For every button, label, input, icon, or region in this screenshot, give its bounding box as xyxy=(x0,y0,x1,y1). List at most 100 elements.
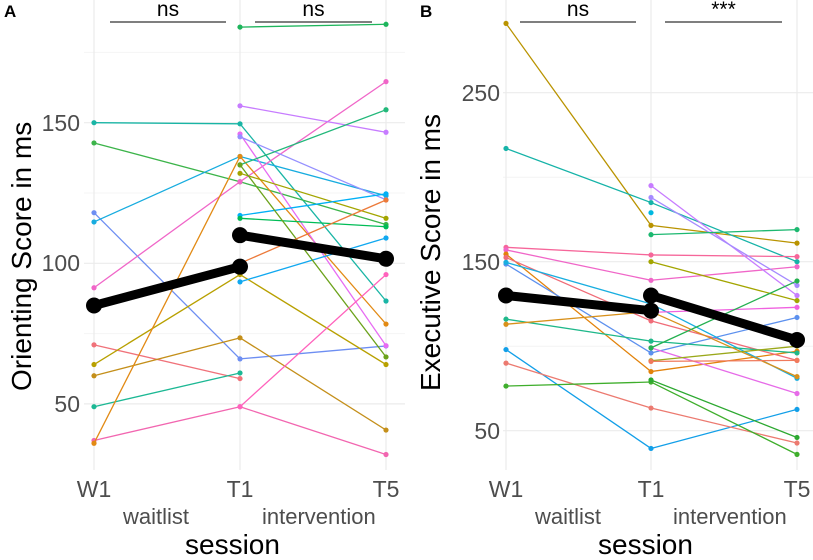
participant-point-b xyxy=(648,445,654,452)
panel-label-b: B xyxy=(420,2,433,21)
participant-point-b xyxy=(794,264,800,270)
participant-line-a xyxy=(239,337,387,431)
significance-label-a: ns xyxy=(156,0,180,21)
participant-line-a xyxy=(239,81,387,183)
participant-point-b xyxy=(648,377,654,383)
mean-line-intervention-a xyxy=(235,230,391,264)
participant-point-a xyxy=(383,21,389,27)
participant-point-a xyxy=(383,354,389,360)
participant-line-a xyxy=(239,133,387,347)
participant-line-a xyxy=(93,142,241,183)
participant-line-b xyxy=(650,266,798,281)
participant-point-b xyxy=(503,20,509,27)
participant-point-b xyxy=(794,314,800,321)
participant-line-b xyxy=(650,340,798,354)
participant-point-a xyxy=(383,427,389,433)
participant-line-b xyxy=(650,261,798,302)
participant-point-b xyxy=(648,232,654,238)
participant-point-a xyxy=(237,121,243,127)
participant-point-a xyxy=(383,343,389,349)
participant-point-b xyxy=(503,316,509,322)
participant-point-b xyxy=(648,405,654,411)
mean-point-intervention-b xyxy=(789,331,805,348)
participant-point-a xyxy=(237,370,243,376)
participant-line-b xyxy=(505,263,652,354)
participant-point-b xyxy=(794,278,800,284)
participant-line-a xyxy=(239,164,387,358)
participant-point-b xyxy=(794,297,800,304)
participant-point-a xyxy=(91,285,97,291)
participant-line-a xyxy=(239,345,387,360)
x-axis-title-b: session xyxy=(598,529,693,560)
participant-point-b xyxy=(503,321,509,327)
participant-point-a xyxy=(237,179,243,185)
x-tick-label-b: T1 xyxy=(637,476,665,502)
participant-line-a xyxy=(239,123,387,302)
y-tick-label-b: 250 xyxy=(461,79,500,106)
participant-point-b xyxy=(648,222,654,228)
participant-point-a xyxy=(383,321,389,327)
mean-point-intervention-a xyxy=(232,227,248,244)
participant-point-b xyxy=(648,358,654,365)
group-label-waitlist-a: waitlist xyxy=(123,504,190,529)
participant-point-b xyxy=(794,282,800,288)
participant-line-a xyxy=(93,273,241,366)
participant-line-b xyxy=(650,310,798,378)
participant-point-b xyxy=(503,247,509,253)
participant-line-b xyxy=(650,345,798,362)
participant-point-a xyxy=(91,140,97,146)
participant-point-b xyxy=(794,374,800,380)
y-tick-label-a: 50 xyxy=(54,390,80,417)
participant-point-b xyxy=(503,360,509,366)
participant-point-a xyxy=(237,375,243,382)
participant-line-b xyxy=(505,261,652,305)
participant-point-b xyxy=(503,383,509,389)
participant-line-a xyxy=(239,199,387,264)
participant-point-b xyxy=(794,350,800,356)
mean-point-waitlist-b xyxy=(643,302,659,319)
participant-point-b xyxy=(794,434,800,441)
participant-point-b xyxy=(503,346,509,353)
participant-line-b xyxy=(505,362,652,409)
participant-point-a xyxy=(91,120,97,126)
participant-line-b xyxy=(505,253,652,373)
participant-point-b xyxy=(794,390,800,397)
participant-point-a xyxy=(237,134,243,140)
participant-line-a xyxy=(239,109,387,166)
participant-point-a xyxy=(91,361,97,368)
participant-point-b xyxy=(648,368,654,375)
participant-point-a xyxy=(237,215,243,221)
participant-line-a xyxy=(239,105,387,133)
participant-point-a xyxy=(91,219,97,225)
participant-point-b xyxy=(794,292,800,299)
participant-line-a xyxy=(239,193,387,217)
participant-line-b xyxy=(505,349,652,449)
participant-line-a xyxy=(93,337,241,377)
participant-point-b xyxy=(648,183,654,189)
participant-line-b xyxy=(650,347,798,395)
significance-label-b: *** xyxy=(711,0,736,21)
participant-point-b xyxy=(503,145,509,152)
participant-line-a xyxy=(93,406,241,442)
participant-point-b xyxy=(794,406,800,413)
participant-point-a xyxy=(383,271,389,278)
participant-point-b xyxy=(794,304,800,310)
participant-line-b xyxy=(650,407,798,444)
participant-point-b xyxy=(794,226,800,233)
participant-point-b xyxy=(648,210,654,216)
participant-point-b xyxy=(648,252,654,258)
participant-point-b xyxy=(794,240,800,246)
participant-line-a xyxy=(93,344,241,380)
participant-line-a xyxy=(239,136,387,201)
participant-line-b xyxy=(650,196,798,286)
participant-point-a xyxy=(237,404,243,410)
participant-line-b xyxy=(650,224,798,244)
y-tick-label-a: 100 xyxy=(41,250,80,277)
mean-line-waitlist-b xyxy=(501,291,656,316)
mean-point-waitlist-a xyxy=(86,297,102,314)
participant-line-b xyxy=(505,246,652,256)
participant-line-b xyxy=(505,381,652,387)
participant-line-b xyxy=(650,316,798,354)
panel-label-a: A xyxy=(4,2,17,21)
